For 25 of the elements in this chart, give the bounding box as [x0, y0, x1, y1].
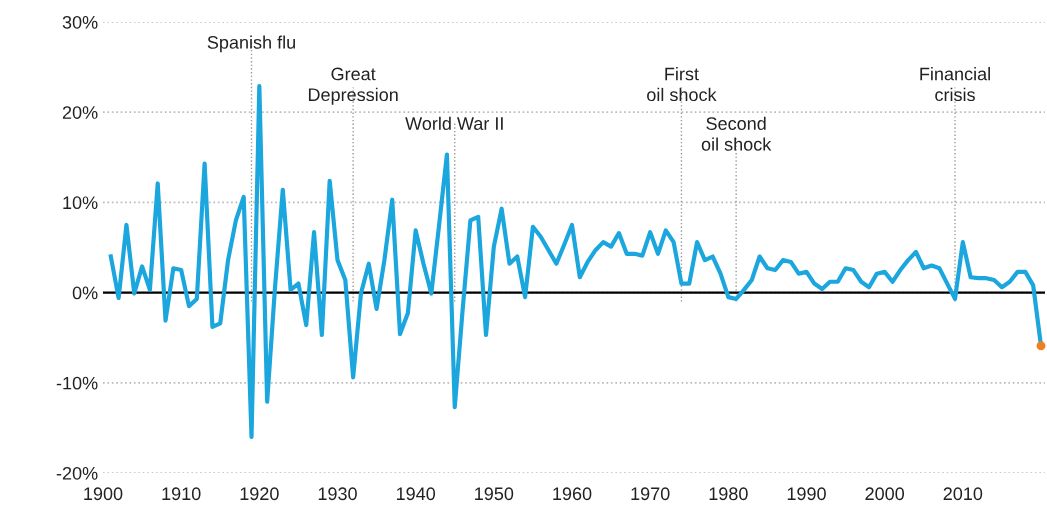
x-tick-label: 1940	[396, 487, 436, 501]
ref-line-label: World War II	[405, 116, 503, 130]
y-tick-label: 10%	[63, 196, 98, 210]
x-tick-label: 1960	[553, 487, 592, 501]
x-tick-label: 1970	[631, 487, 670, 501]
x-tick-label: 1900	[84, 487, 123, 501]
y-tick-label: 20%	[62, 106, 98, 119]
x-tick-label: 1930	[318, 487, 357, 501]
x-tick-label: 1950	[475, 487, 514, 501]
ref-line-label: Great Depression	[308, 67, 398, 105]
x-tick-label: 2010	[943, 487, 983, 501]
y-tick-label: -10%	[56, 376, 98, 390]
x-tick-label: 1910	[162, 487, 201, 501]
x-tick-label: 1920	[240, 487, 279, 501]
x-tick-label: 2000	[865, 487, 905, 501]
ref-line-label: Second oil shock	[701, 116, 772, 151]
x-tick-label: 1980	[709, 487, 748, 501]
line-series	[108, 83, 1044, 440]
ref-line-label: Spanish flu	[207, 35, 295, 53]
x-tick-label: 1990	[787, 487, 826, 501]
y-tick-label: 30%	[62, 15, 98, 29]
ref-line-label: First oil shock	[647, 67, 717, 102]
y-tick-label: -20%	[56, 466, 98, 480]
ref-line-label: Financial crisis	[920, 67, 990, 102]
y-tick-label: 0%	[72, 286, 98, 300]
